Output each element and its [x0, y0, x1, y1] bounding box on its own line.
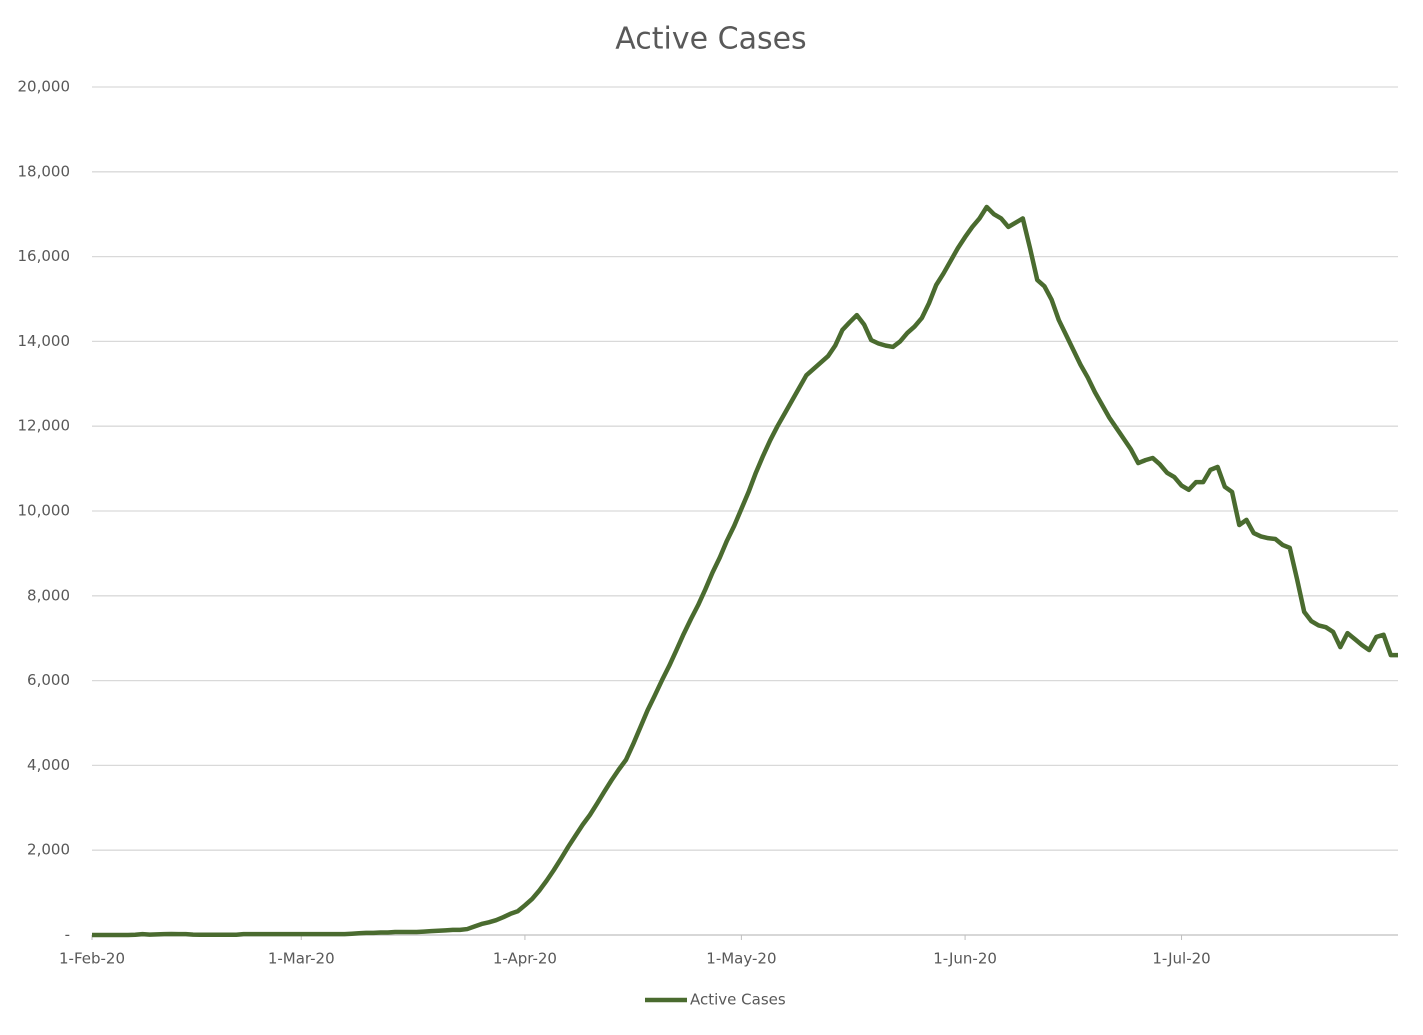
x-tick-label: 1-Mar-20	[268, 950, 335, 968]
x-tick-label: 1-Feb-20	[59, 950, 125, 968]
x-tick-label: 1-Jul-20	[1152, 950, 1210, 968]
x-tick-label: 1-Jun-20	[933, 950, 997, 968]
y-tick-label: 14,000	[18, 332, 71, 350]
y-tick-label: 12,000	[18, 417, 71, 435]
x-tick-label: 1-Apr-20	[493, 950, 557, 968]
chart-title: Active Cases	[615, 22, 806, 57]
legend-label: Active Cases	[690, 991, 786, 1009]
y-tick-label: 16,000	[18, 247, 71, 265]
y-tick-label: 6,000	[27, 671, 70, 689]
x-tick-label: 1-May-20	[706, 950, 776, 968]
y-tick-label: 20,000	[18, 78, 71, 96]
y-tick-label: 18,000	[18, 162, 71, 180]
data-line	[92, 204, 1398, 938]
y-tick-label: -	[65, 926, 70, 944]
y-tick-label: 2,000	[27, 841, 70, 859]
y-tick-label: 10,000	[18, 502, 71, 520]
y-tick-label: 4,000	[27, 756, 70, 774]
y-tick-label: 8,000	[27, 586, 70, 604]
